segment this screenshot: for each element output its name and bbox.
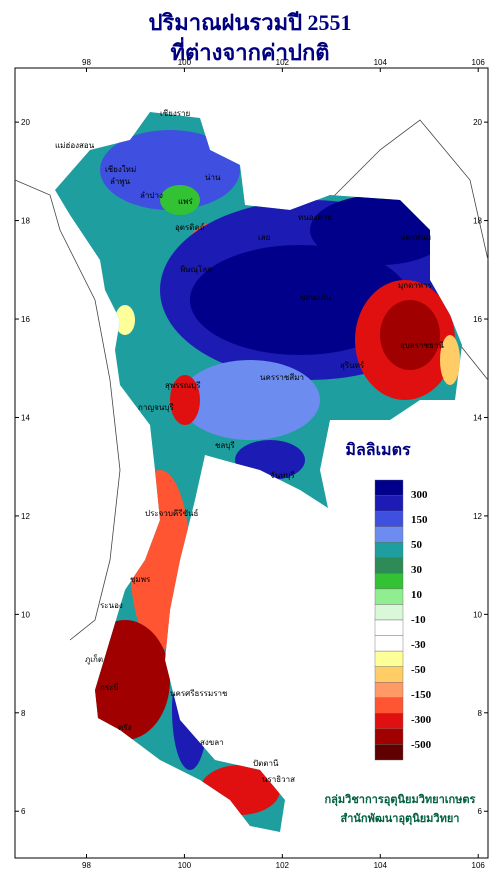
lat-label: 10 [21,610,30,619]
place-label: ตรัง [118,723,131,732]
place-label: แม่ฮ่องสอน [55,141,95,150]
lat-label: 18 [473,217,482,226]
legend-label: 50 [411,539,423,551]
place-label: หนองคาย [298,213,332,222]
lat-label: 10 [473,610,482,619]
place-label: ระนอง [100,601,123,610]
place-label: นราธิวาส [262,775,295,784]
place-label: จันทบุรี [270,471,296,480]
place-label: มุกดาหาร [398,281,433,290]
lat-label: 14 [21,413,30,422]
legend-swatch [374,619,404,636]
legend-label: -150 [411,689,432,701]
place-label: ลำพูน [110,177,131,187]
title: ปริมาณฝนรวมปี 2551 [148,10,351,35]
lat-label: 8 [478,709,483,718]
legend: 300 150 50 30 10 -10 -30 -50 -150 -300 -500 [374,479,432,761]
legend-swatch [374,650,404,667]
legend-swatch [374,573,404,590]
place-label: กระบี่ [100,681,119,692]
place-label: นครพนม [400,233,431,242]
place-label: ชลบุรี [215,441,235,450]
legend-swatch [374,588,404,605]
legend-label: 10 [411,589,423,601]
lat-label: 18 [21,217,30,226]
legend-label: -300 [411,714,432,726]
place-label: สุพรรณบุรี [165,381,201,390]
legend-swatch [374,744,404,761]
place-label: กาญจนบุรี [138,403,174,412]
legend-title: มิลลิเมตร [345,441,411,459]
legend-swatch [374,510,404,527]
place-label: ปัตตานี [253,759,279,768]
lon-label: 106 [472,58,486,67]
place-label: เลย [258,233,270,242]
legend-label: 30 [411,564,423,576]
place-label: ภูเก็ต [85,654,103,665]
lon-label: 100 [178,861,192,870]
place-label: พิษณุโลก [180,264,212,274]
lon-label: 100 [178,58,192,67]
place-label: นครราชสีมา [260,373,304,382]
legend-swatch [374,495,404,512]
place-label: ลำปาง [140,191,163,200]
lon-label: 104 [374,861,388,870]
place-label: แพร่ [178,197,193,206]
legend-swatch [374,557,404,574]
border [14,179,121,641]
credit: กลุ่มวิชาการอุตุนิยมวิทยาเกษตร [325,793,476,807]
lon-label: 102 [276,861,290,870]
place-label: ขอนแก่น [300,293,332,302]
lon-label: 98 [82,861,91,870]
legend-label: -30 [411,639,426,651]
lat-label: 6 [21,807,26,816]
place-label: ประจวบคีรีขันธ์ [145,508,199,518]
lat-label: 8 [21,709,26,718]
place-label: อุตรดิตถ์ [175,222,205,232]
lat-label: 14 [473,413,482,422]
place-label: อุบลราชธานี [400,341,444,350]
legend-label: 150 [411,514,428,526]
border [329,119,489,381]
legend-swatch [374,542,404,558]
lat-label: 16 [473,315,482,324]
legend-swatch [374,526,404,543]
legend-label: 300 [411,489,428,501]
place-label: เชียงราย [160,109,190,118]
place-label: สงขลา [200,738,224,747]
place-label: น่าน [205,173,221,182]
legend-swatch [374,479,404,496]
legend-swatch [374,666,404,683]
legend-swatch [374,728,404,745]
place-label: เชียงใหม่ [105,165,136,174]
lat-label: 6 [478,807,483,816]
credit: สำนักพัฒนาอุตุนิยมวิทยา [341,812,460,826]
legend-swatch [374,713,404,730]
legend-swatch [374,635,404,652]
legend-swatch [374,604,404,621]
lon-label: 106 [472,861,486,870]
legend-swatch [374,682,404,698]
lon-label: 104 [374,58,388,67]
lon-label: 98 [82,58,91,67]
lat-label: 12 [473,512,482,521]
lon-label: 102 [276,58,290,67]
legend-label: -10 [411,614,426,626]
lat-label: 16 [21,315,30,324]
place-label: สุรินทร์ [340,360,365,370]
legend-label: -500 [411,739,432,751]
place-label: ชุมพร [130,575,151,584]
lat-label: 20 [473,118,482,127]
legend-label: -50 [411,664,426,676]
lat-label: 20 [21,118,30,127]
lat-label: 12 [21,512,30,521]
place-labels: เชียงราย แม่ฮ่องสอน เชียงใหม่ ลำพูน น่าน… [55,109,444,784]
place-label: นครศรีธรรมราช [170,689,228,698]
title: ที่ต่างจากค่าปกติ [170,36,329,65]
legend-swatch [374,697,404,714]
